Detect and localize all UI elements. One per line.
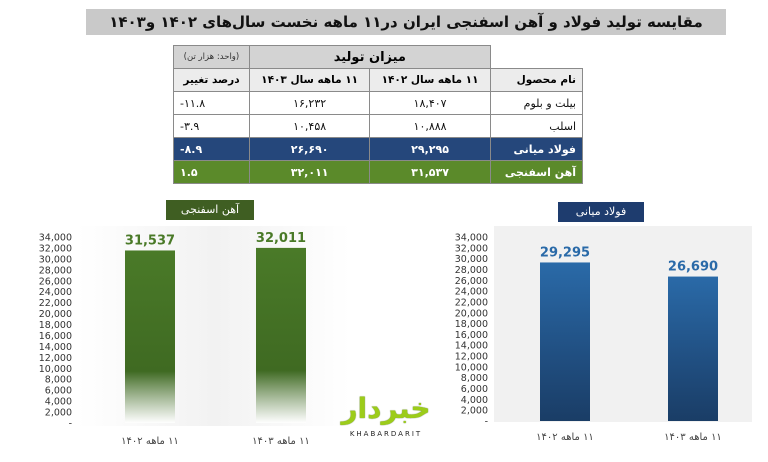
x-tick-label: ۱۱ ماهه ۱۴۰۲ [536, 432, 594, 443]
y-tick-label: 28,000 [455, 265, 488, 276]
y-tick-label: 34,000 [455, 233, 488, 244]
main-header: میزان تولید [248, 45, 491, 69]
table-row: بیلت و بلوم ۱۸,۴۰۷ ۱۶,۲۳۲ -۱۱.۸ [173, 91, 584, 115]
x-tick-label: ۱۱ ماهه ۱۴۰۳ [252, 436, 310, 447]
row-name: اسلب [489, 114, 584, 138]
y-tick-label: 16,000 [455, 330, 488, 341]
col-header-product: نام محصول [489, 68, 584, 92]
y-tick-label: 18,000 [455, 319, 488, 330]
y-tick-label: 28,000 [39, 265, 72, 276]
unit-label: (واحد: هزار تن) [173, 45, 250, 69]
bar [125, 250, 175, 423]
row-1403: ۳۲,۰۱۱ [248, 160, 371, 184]
x-tick-label: ۱۱ ماهه ۱۴۰۲ [121, 436, 179, 447]
data-label: 32,011 [256, 231, 306, 246]
row-1403: ۱۶,۲۳۲ [248, 91, 371, 115]
logo-subtext: KHABARDARIT [349, 430, 423, 438]
y-tick-label: 4,000 [461, 395, 488, 406]
row-1403: ۱۰,۴۵۸ [248, 114, 371, 138]
y-tick-label: 12,000 [39, 353, 72, 364]
y-tick-label: 12,000 [455, 352, 488, 363]
y-tick-label: 22,000 [39, 298, 72, 309]
row-change: -۸.۹ [173, 137, 250, 161]
y-tick-label: 30,000 [455, 254, 488, 265]
y-tick-label: - [485, 417, 488, 428]
row-change: ۱.۵ [173, 160, 250, 184]
row-change: -۳.۹ [173, 114, 250, 138]
data-label: 29,295 [540, 245, 590, 260]
row-1402: ۲۹,۲۹۵ [369, 137, 491, 161]
x-tick-label: ۱۱ ماهه ۱۴۰۳ [664, 432, 722, 443]
y-tick-label: 8,000 [45, 375, 72, 386]
y-tick-label: 34,000 [39, 233, 72, 244]
y-tick-label: 18,000 [39, 320, 72, 331]
bar [540, 262, 590, 421]
y-tick-label: 14,000 [455, 341, 488, 352]
y-tick-label: 10,000 [39, 364, 72, 375]
y-tick-label: 2,000 [461, 406, 488, 417]
col-header-1403: ۱۱ ماهه سال ۱۴۰۳ [248, 68, 371, 92]
y-tick-label: 4,000 [45, 397, 72, 408]
bar [668, 276, 718, 421]
y-tick-label: 6,000 [45, 386, 72, 397]
legend-sponge-iron: آهن اسفنجی [166, 200, 254, 220]
y-tick-label: - [69, 419, 72, 430]
row-name: بیلت و بلوم [489, 91, 584, 115]
y-tick-label: 16,000 [39, 331, 72, 342]
table-row: اسلب ۱۰,۸۸۸ ۱۰,۴۵۸ -۳.۹ [173, 114, 584, 138]
y-tick-label: 6,000 [461, 384, 488, 395]
row-1402: ۱۸,۴۰۷ [369, 91, 491, 115]
col-header-change: درصد تغییر [173, 68, 250, 92]
production-table: میزان تولید (واحد: هزار تن) نام محصول ۱۱… [173, 45, 584, 184]
y-tick-label: 8,000 [461, 373, 488, 384]
row-name: آهن اسفنجی [489, 160, 584, 184]
y-tick-label: 2,000 [45, 408, 72, 419]
y-tick-label: 26,000 [455, 276, 488, 287]
y-tick-label: 10,000 [455, 362, 488, 373]
row-1402: ۳۱,۵۳۷ [369, 160, 491, 184]
y-tick-label: 32,000 [455, 243, 488, 254]
bar [256, 247, 306, 423]
page-title: مقایسه تولید فولاد و آهن اسفنجی ایران در… [86, 9, 726, 35]
y-tick-label: 22,000 [455, 297, 488, 308]
data-label: 31,537 [125, 233, 175, 248]
y-tick-label: 30,000 [39, 254, 72, 265]
y-tick-label: 32,000 [39, 243, 72, 254]
data-label: 26,690 [668, 260, 718, 275]
table-row: آهن اسفنجی ۳۱,۵۳۷ ۳۲,۰۱۱ ۱.۵ [173, 160, 584, 184]
y-tick-label: 14,000 [39, 342, 72, 353]
legend-semi-finished-steel: فولاد میانی [558, 202, 644, 222]
table-row: فولاد میانی ۲۹,۲۹۵ ۲۶,۶۹۰ -۸.۹ [173, 137, 584, 161]
logo-text: خبردار [341, 392, 431, 425]
y-tick-label: 20,000 [39, 309, 72, 320]
y-tick-label: 26,000 [39, 276, 72, 287]
y-tick-label: 24,000 [455, 287, 488, 298]
y-tick-label: 24,000 [39, 287, 72, 298]
logo: خبردار KHABARDARIT [306, 392, 466, 442]
row-name: فولاد میانی [489, 137, 584, 161]
y-tick-label: 20,000 [455, 308, 488, 319]
